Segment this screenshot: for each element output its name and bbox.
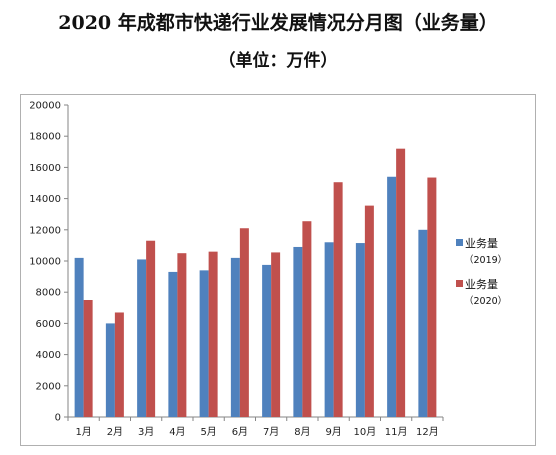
bar-2020-1 <box>83 300 93 417</box>
x-tick-label: 11月 <box>385 426 408 438</box>
bar-2019-5 <box>199 270 209 417</box>
bar-2019-11 <box>387 176 397 417</box>
chart-bars <box>74 148 437 417</box>
x-tick-label: 12月 <box>416 426 439 438</box>
y-tick-label: 18000 <box>29 132 61 143</box>
legend-swatch-1 <box>456 239 463 246</box>
chart-frame <box>20 94 536 446</box>
bar-2019-12 <box>418 229 428 417</box>
x-tick-label: 5月 <box>200 426 216 438</box>
chart-subtitle: （单位：万件） <box>218 51 338 71</box>
y-tick-label: 14000 <box>29 194 61 205</box>
y-tick-label: 8000 <box>36 288 61 299</box>
bar-2019-2 <box>105 323 115 417</box>
x-tick-label: 3月 <box>138 426 154 438</box>
x-tick-label: 1月 <box>75 426 91 438</box>
bar-2019-4 <box>168 271 178 417</box>
chart-legend: 业务量 （2019） 业务量 （2020） <box>456 237 507 307</box>
y-tick-label: 0 <box>55 413 61 424</box>
bar-2020-3 <box>146 240 156 417</box>
bar-2019-10 <box>355 243 365 417</box>
bar-2020-7 <box>271 252 281 417</box>
x-tick-label: 10月 <box>354 426 377 438</box>
x-tick-label: 7月 <box>263 426 279 438</box>
bar-2020-6 <box>239 228 249 417</box>
bar-2020-12 <box>427 177 437 417</box>
legend-label-2: 业务量 <box>465 278 498 291</box>
y-tick-label: 6000 <box>36 319 61 330</box>
bar-2020-9 <box>333 182 343 417</box>
y-tick-label: 2000 <box>36 381 61 392</box>
bar-2019-3 <box>137 259 147 417</box>
bar-2020-4 <box>177 253 187 417</box>
bar-2020-10 <box>364 205 374 417</box>
bar-2019-1 <box>74 257 84 417</box>
bar-2019-8 <box>293 246 303 417</box>
bar-2019-9 <box>324 242 334 417</box>
legend-swatch-2 <box>456 280 463 287</box>
chart-axes <box>64 104 444 421</box>
y-tick-label: 16000 <box>29 163 61 174</box>
bar-2019-6 <box>230 257 240 417</box>
bar-2020-11 <box>396 148 406 417</box>
legend-label-1: 业务量 <box>465 237 498 250</box>
x-tick-label: 4月 <box>169 426 185 438</box>
chart-title: 2020 年成都市快递行业发展情况分月图（业务量） <box>58 12 498 34</box>
x-tick-label: 6月 <box>232 426 248 438</box>
y-tick-label: 4000 <box>36 350 61 361</box>
legend-year-2: （2020） <box>464 295 507 307</box>
y-tick-label: 12000 <box>29 225 61 236</box>
chart-tick-labels: 0 2000 4000 6000 8000 10000 12000 14000 16000 180… <box>29 101 439 439</box>
bar-2020-8 <box>302 221 312 417</box>
y-tick-label: 10000 <box>29 257 61 268</box>
legend-year-1: （2019） <box>464 254 507 266</box>
x-tick-label: 2月 <box>107 426 123 438</box>
bar-2019-7 <box>262 264 272 417</box>
y-tick-label: 20000 <box>29 101 61 112</box>
x-tick-label: 9月 <box>325 426 341 438</box>
bar-2020-2 <box>114 312 124 417</box>
x-tick-label: 8月 <box>294 426 310 438</box>
bar-2020-5 <box>208 251 218 417</box>
